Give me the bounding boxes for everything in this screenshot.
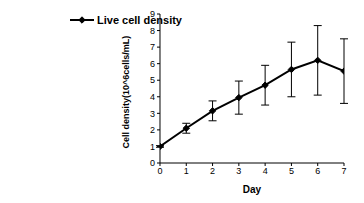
svg-text:6: 6 <box>150 59 155 69</box>
svg-text:1: 1 <box>150 142 155 152</box>
svg-text:4: 4 <box>150 92 155 102</box>
svg-text:7: 7 <box>341 166 346 176</box>
svg-text:5: 5 <box>289 166 294 176</box>
svg-text:6: 6 <box>315 166 320 176</box>
svg-text:5: 5 <box>150 75 155 85</box>
svg-text:4: 4 <box>263 166 268 176</box>
svg-text:2: 2 <box>150 125 155 135</box>
svg-text:3: 3 <box>236 166 241 176</box>
svg-text:1: 1 <box>184 166 189 176</box>
svg-text:Cell density(10^6cells/mL): Cell density(10^6cells/mL) <box>121 36 131 149</box>
svg-text:9: 9 <box>150 9 155 19</box>
svg-text:3: 3 <box>150 109 155 119</box>
svg-text:0: 0 <box>157 166 162 176</box>
svg-text:8: 8 <box>150 26 155 36</box>
svg-text:7: 7 <box>150 42 155 52</box>
svg-text:2: 2 <box>210 166 215 176</box>
svg-text:0: 0 <box>150 158 155 168</box>
svg-text:Day: Day <box>243 184 262 195</box>
